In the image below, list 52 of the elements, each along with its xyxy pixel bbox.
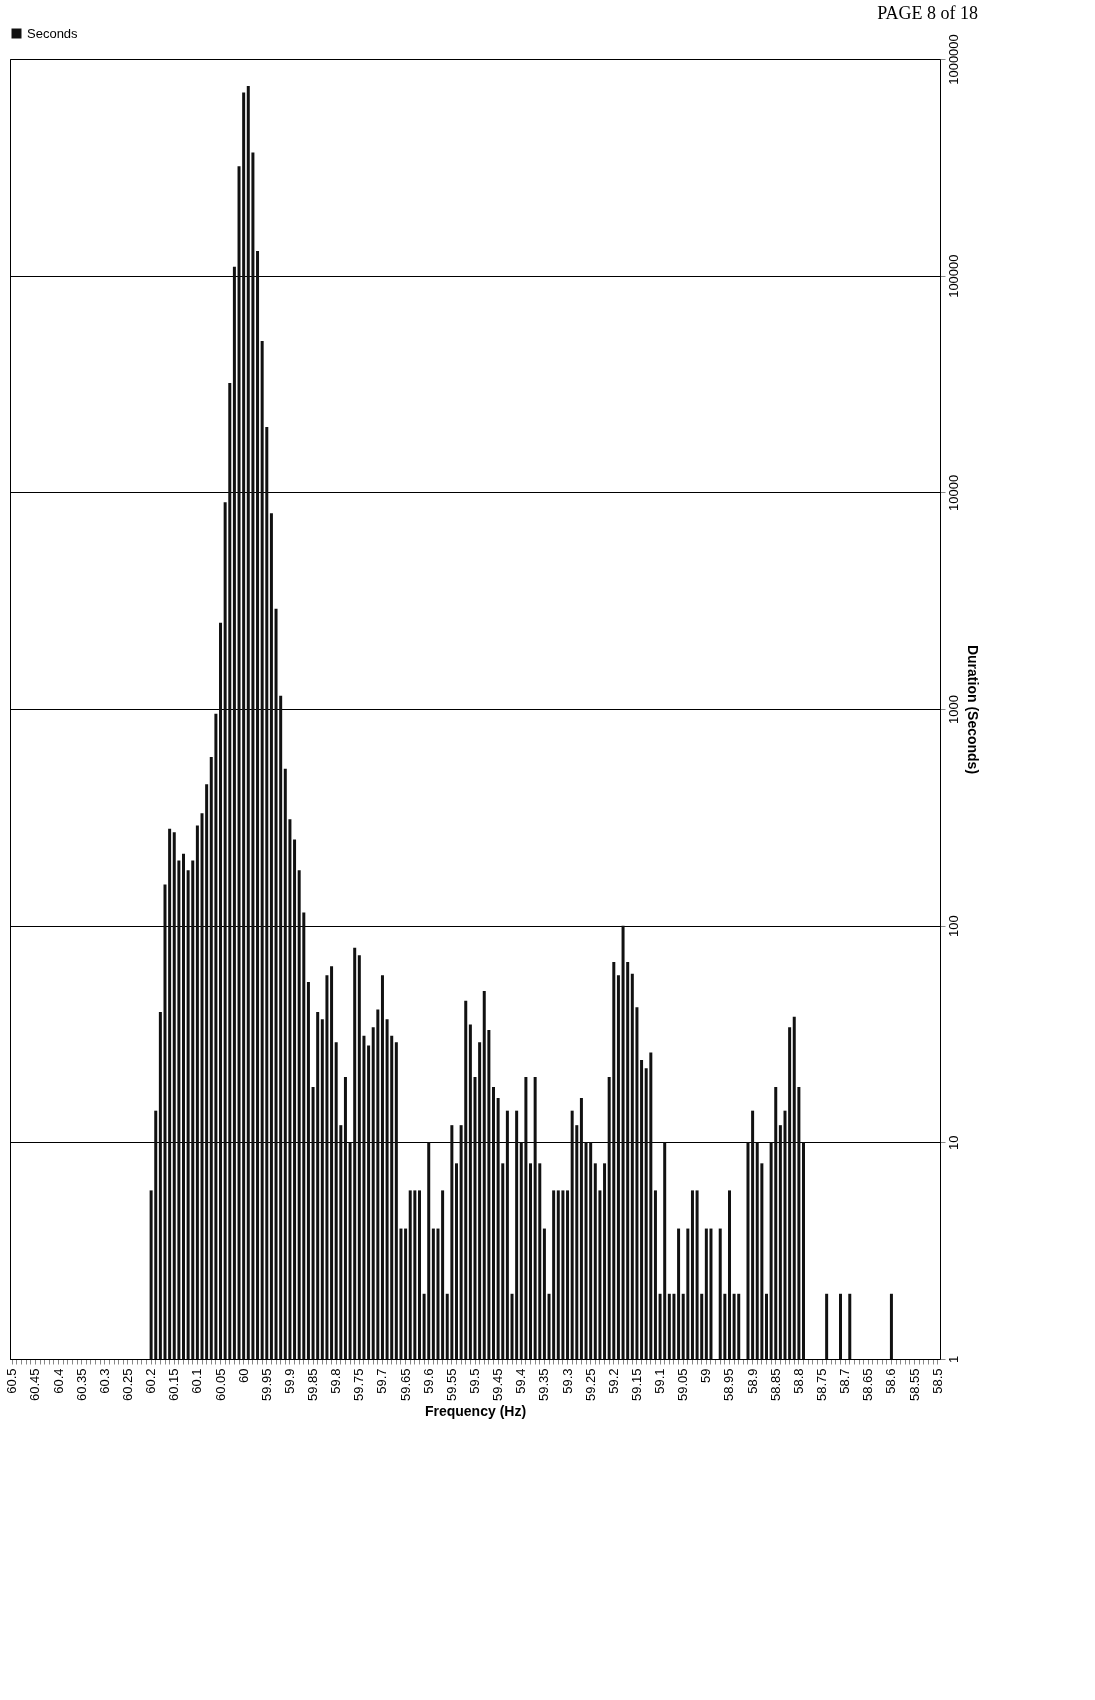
y-tick-label: 10 [945, 1135, 961, 1151]
text: PAGE 8 of 18 [877, 3, 978, 23]
y-tick-label: 100 [945, 915, 961, 938]
x-tick-label: 60.25 [119, 1368, 135, 1402]
x-tick-label: 60.15 [166, 1368, 182, 1402]
x-tick-label: 58.65 [860, 1368, 876, 1402]
x-tick-label: 60.5 [4, 1368, 20, 1394]
x-tick-label: 59 [698, 1368, 714, 1383]
x-tick-label: 59.75 [351, 1368, 367, 1402]
x-tick-label: 59.25 [582, 1368, 598, 1402]
x-tick-label: 59.3 [559, 1368, 575, 1394]
x-tick-label: 59.45 [490, 1368, 506, 1402]
y-tick-label: 1000 [945, 695, 961, 724]
x-tick-label: 58.9 [744, 1368, 760, 1394]
x-tick-label: 59.05 [675, 1368, 691, 1402]
x-tick-label: 58.8 [790, 1368, 806, 1394]
x-tick-label: 58.95 [721, 1368, 737, 1402]
x-tick-label: 58.6 [883, 1368, 899, 1394]
x-tick-label: 58.75 [814, 1368, 830, 1402]
x-tick-label: 59.9 [281, 1368, 297, 1394]
x-tick-label: 60.2 [143, 1368, 159, 1394]
x-tick-label: 59.4 [513, 1368, 529, 1394]
x-tick-label: 59.35 [536, 1368, 552, 1402]
x-tick-label: 60.4 [50, 1368, 66, 1394]
y-axis-title: Duration (Seconds) [964, 644, 981, 775]
x-tick-label: 58.85 [767, 1368, 783, 1402]
y-tick-label: 1 [945, 1355, 961, 1364]
x-tick-label: 58.7 [837, 1368, 853, 1394]
x-tick-label: 60.45 [27, 1368, 43, 1402]
x-tick-label: 59.85 [305, 1368, 321, 1402]
x-tick-label: 59.6 [420, 1368, 436, 1394]
x-tick-label: 59.8 [328, 1368, 344, 1394]
x-tick-label: 59.65 [397, 1368, 413, 1402]
x-tick-label: 59.7 [374, 1368, 390, 1394]
x-tick-label: 59.2 [605, 1368, 621, 1394]
x-tick-label: 58.55 [906, 1368, 922, 1402]
x-tick-label: 59.55 [443, 1368, 459, 1402]
x-tick-label: 59.1 [652, 1368, 668, 1394]
x-tick-label: 60.35 [73, 1368, 89, 1402]
x-tick-label: 60 [235, 1368, 251, 1383]
x-tick-label: 59.95 [258, 1368, 274, 1402]
x-axis-title: Frequency (Hz) [424, 1403, 527, 1420]
y-tick-label: 100000 [945, 254, 961, 298]
legend-label: Seconds [27, 25, 79, 41]
x-tick-label: 58.5 [929, 1368, 945, 1394]
y-tick-label: 10000 [945, 474, 961, 511]
y-tick-label: 1000000 [945, 34, 961, 85]
x-tick-label: 60.1 [189, 1368, 205, 1394]
x-tick-label: 59.5 [467, 1368, 482, 1394]
x-tick-label: 59.15 [628, 1368, 644, 1402]
x-tick-label: 60.3 [96, 1368, 112, 1394]
x-tick-label: 60.05 [212, 1368, 228, 1402]
